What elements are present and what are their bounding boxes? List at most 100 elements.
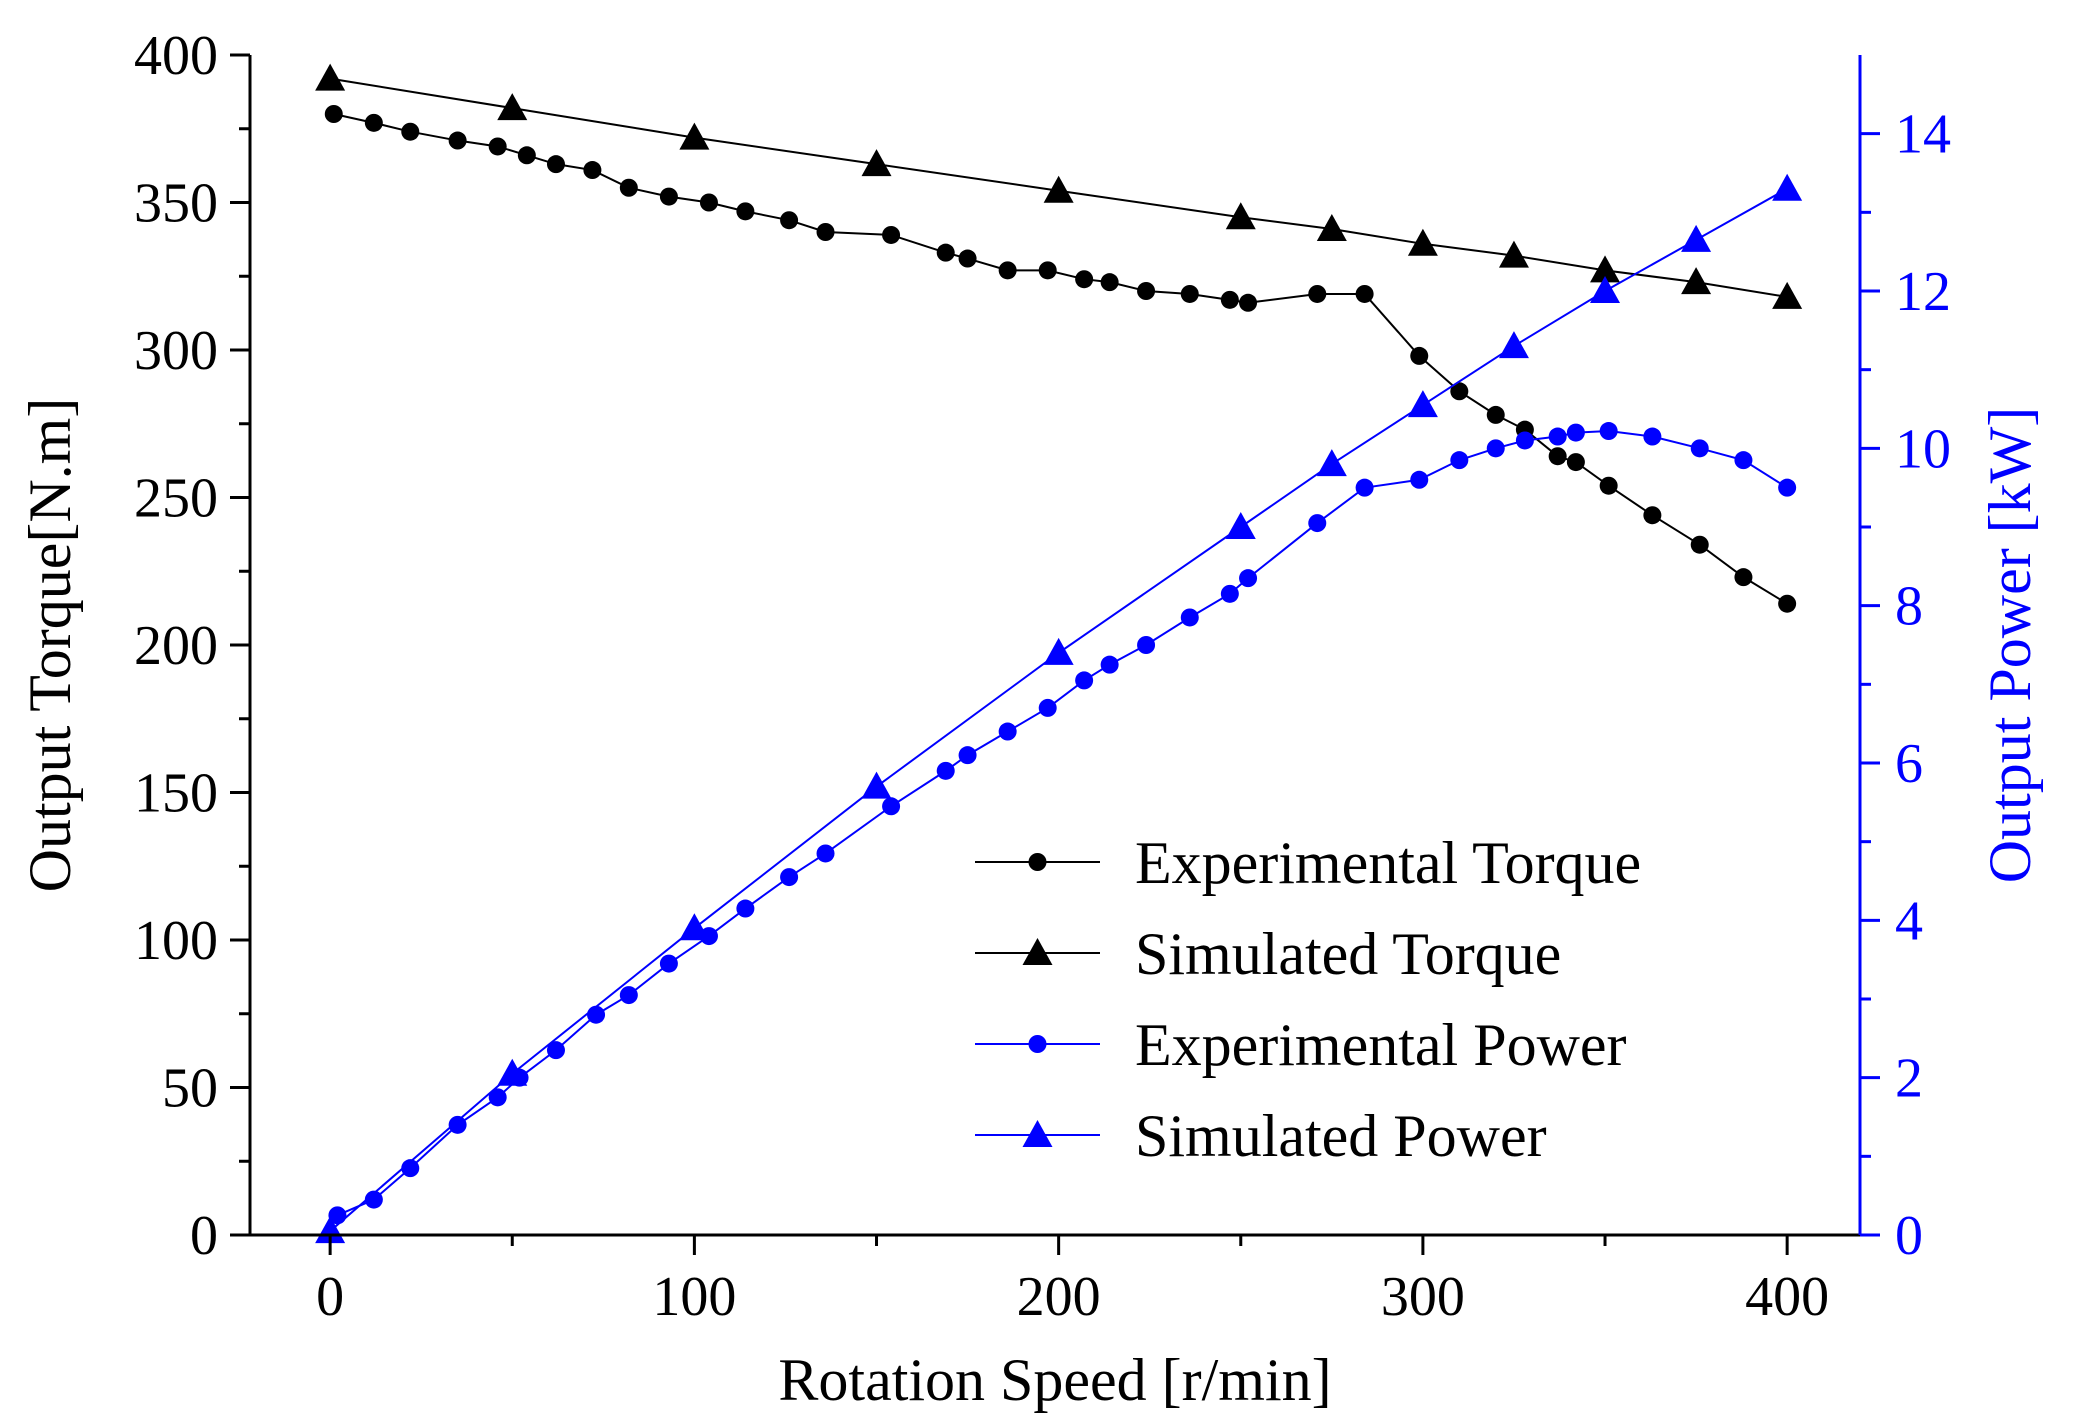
data-point [1100,655,1119,674]
x-tick-label: 100 [652,1266,736,1328]
y-right-tick-label: 6 [1895,733,1923,795]
y-left-tick-label: 150 [134,763,218,825]
data-point [998,261,1017,280]
series-experimental-power [328,422,1797,1225]
data-point [1486,405,1505,424]
data-point [1515,431,1534,450]
data-point [488,1088,507,1107]
data-point [882,797,901,816]
y-right-tick-label: 2 [1895,1048,1923,1110]
data-point [1038,698,1057,717]
x-tick-label: 300 [1381,1266,1465,1328]
y-left-tick-label: 250 [134,468,218,530]
y-right-axis-title: Output Power [kW] [1977,407,2043,884]
series-line [329,187,1788,1232]
data-point [1690,535,1709,554]
y-right-tick-label: 0 [1895,1205,1923,1267]
data-point [958,746,977,765]
legend-swatch-marker [1028,853,1047,871]
data-point [1778,478,1797,497]
legend-label: Experimental Torque [1135,830,1641,896]
data-point [324,105,343,123]
data-point [1772,281,1803,309]
data-point [1220,290,1239,309]
y-right-tick-label: 4 [1895,890,1923,952]
y-left-tick-label: 200 [134,615,218,677]
data-point [1043,637,1074,665]
data-point [448,1115,467,1134]
data-point [1308,284,1327,303]
data-point [998,722,1017,741]
data-point [659,187,678,206]
data-point [1316,449,1347,477]
y-left-tick-label: 300 [134,320,218,382]
data-point [583,161,602,180]
x-tick-label: 200 [1017,1266,1101,1328]
data-point [1643,506,1662,525]
data-point [1407,390,1438,418]
data-point [546,155,565,174]
data-point [699,193,718,212]
data-point [659,954,678,973]
data-point [861,149,892,177]
data-point [1407,228,1438,256]
data-point [1681,224,1712,252]
legend-item: Experimental Power [975,1012,1627,1078]
y-right-tick-label: 10 [1895,418,1951,480]
data-point [1225,512,1256,539]
data-point [736,202,755,221]
legend-swatch-marker [1022,938,1053,965]
data-point [448,131,467,150]
data-point [1643,427,1662,446]
data-point [1590,255,1621,283]
data-point [780,211,799,230]
legend-label: Simulated Power [1135,1103,1547,1169]
y-right-tick-label: 14 [1895,104,1951,166]
data-point [780,868,799,887]
data-point [488,137,507,156]
data-point [315,63,346,91]
y-left-tick-label: 0 [190,1205,218,1267]
x-tick-label: 0 [316,1266,344,1328]
legend-item: Simulated Torque [975,921,1561,987]
data-point [401,1159,420,1178]
data-point [1772,173,1803,201]
data-point [861,771,892,799]
data-point [1599,476,1618,495]
data-point [1038,261,1057,280]
legend-item: Experimental Torque [975,830,1641,896]
x-axis-title: Rotation Speed [r/min] [778,1347,1331,1413]
data-point [1498,240,1529,268]
data-point [364,113,383,132]
data-point [1075,671,1094,690]
data-point [546,1041,565,1060]
y-right-tick-label: 12 [1895,261,1951,323]
y-left-tick-label: 400 [134,25,218,87]
data-point [517,146,536,165]
y-left-axis-title: Output Torque[N.m] [17,398,83,893]
data-point [1498,331,1529,359]
data-point [736,899,755,918]
legend-swatch-marker [1022,1120,1053,1147]
y-left-tick-label: 100 [134,910,218,972]
data-point [1180,284,1199,303]
y-right-tick-label: 8 [1895,576,1923,638]
data-point [497,1058,528,1086]
data-point [364,1190,383,1209]
data-point [816,844,835,863]
data-point [1590,276,1621,303]
data-point [679,913,710,941]
data-point [1137,636,1156,654]
series-simulated-torque [315,63,1803,309]
data-point [936,761,955,780]
data-point [1778,594,1797,613]
legend: Experimental Torque Simulated Torque Exper… [975,830,1641,1169]
x-tick-label: 400 [1745,1266,1829,1328]
data-point [1137,282,1156,300]
data-point [1355,478,1374,497]
data-point [1566,423,1585,442]
data-point [1450,382,1469,401]
data-point [1410,470,1429,489]
data-point [882,225,901,244]
